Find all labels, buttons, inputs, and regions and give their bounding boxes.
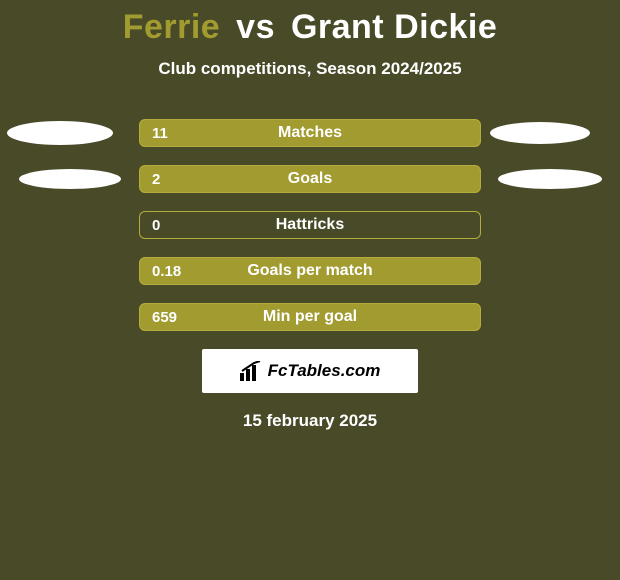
logo-text: FcTables.com [268, 361, 381, 381]
stat-row: 0.18Goals per match [0, 257, 620, 285]
stat-value: 659 [152, 309, 177, 326]
stat-label: Matches [140, 124, 480, 142]
stat-label: Goals per match [140, 262, 480, 280]
subtitle: Club competitions, Season 2024/2025 [0, 59, 620, 79]
stat-value: 0 [152, 217, 160, 234]
stat-value: 0.18 [152, 263, 181, 280]
stat-bar: 659Min per goal [139, 303, 481, 331]
stat-row: 0Hattricks [0, 211, 620, 239]
logo-box: FcTables.com [202, 349, 418, 393]
stat-bar: 11Matches [139, 119, 481, 147]
stat-bar: 0Hattricks [139, 211, 481, 239]
stat-label: Goals [140, 170, 480, 188]
player1-ellipse [19, 169, 121, 189]
stat-value: 2 [152, 171, 160, 188]
stat-row: 659Min per goal [0, 303, 620, 331]
stats-container: 11Matches 2Goals 0Hattricks 0.18Goals per m… [0, 119, 620, 331]
player1-ellipse [7, 121, 113, 145]
date-text: 15 february 2025 [0, 411, 620, 431]
stat-label: Hattricks [140, 216, 480, 234]
stat-row: 11Matches [0, 119, 620, 147]
page-title: Ferrie vs Grant Dickie [0, 0, 620, 47]
vs-text: vs [236, 8, 275, 46]
chart-icon [240, 361, 262, 381]
player2-name: Grant Dickie [291, 8, 497, 46]
player2-ellipse [490, 122, 590, 144]
stat-bar: 2Goals [139, 165, 481, 193]
stat-row: 2Goals [0, 165, 620, 193]
player2-ellipse [498, 169, 602, 189]
stat-bar: 0.18Goals per match [139, 257, 481, 285]
stat-value: 11 [152, 125, 168, 142]
player1-name: Ferrie [123, 8, 221, 46]
stat-label: Min per goal [140, 308, 480, 326]
